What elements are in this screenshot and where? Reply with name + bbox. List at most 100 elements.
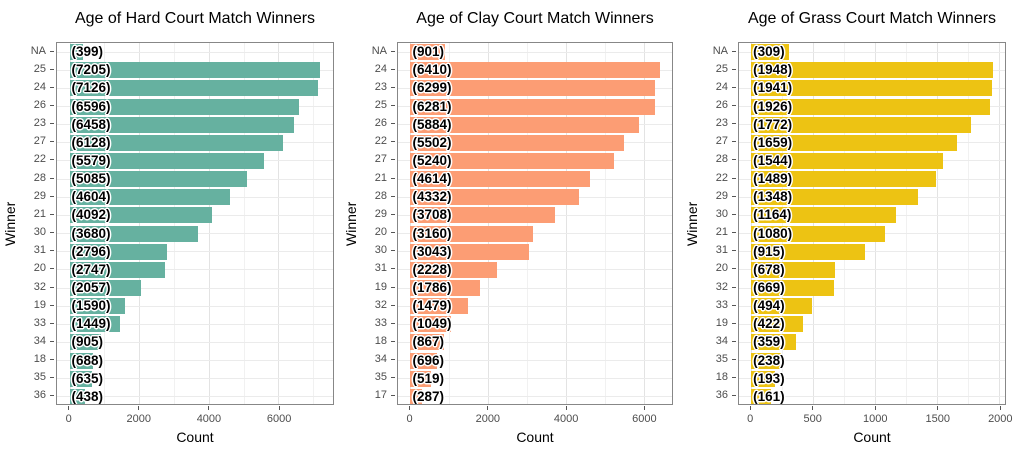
bar-count-label: (4092) xyxy=(71,207,111,223)
y-tick-label: NA xyxy=(712,44,728,57)
y-tick-mark xyxy=(732,123,736,125)
gridline-major xyxy=(813,43,815,404)
y-tick-label: 21 xyxy=(715,226,728,239)
y-tick-mark xyxy=(391,177,395,179)
y-tick-label: 22 xyxy=(33,153,46,166)
y-axis-title: Winner xyxy=(343,201,359,246)
y-tick-label: 27 xyxy=(374,153,387,166)
bar-age-29 xyxy=(410,207,555,224)
y-tick-label: 33 xyxy=(715,298,728,311)
bar-age-17 xyxy=(410,388,422,404)
x-axis-title: Count xyxy=(176,429,214,445)
gridline-row xyxy=(57,341,333,343)
gridline-row xyxy=(57,269,333,271)
bar-count-label: (867) xyxy=(412,334,444,350)
bar-age-20 xyxy=(751,261,836,278)
gridline-major xyxy=(208,43,210,404)
gridline-row xyxy=(398,269,672,271)
y-tick-mark xyxy=(732,322,736,324)
bar-age-18 xyxy=(751,370,776,387)
y-tick-mark xyxy=(732,395,736,397)
bar-count-label: (6281) xyxy=(412,98,452,114)
bar-age-26 xyxy=(410,116,640,133)
gridline-minor xyxy=(243,43,245,404)
bar-count-label: (678) xyxy=(753,261,785,277)
y-tick-mark xyxy=(391,195,395,197)
y-tick-mark xyxy=(732,141,736,143)
y-tick-mark xyxy=(391,105,395,107)
y-tick-mark xyxy=(391,232,395,234)
chart-title-grass: Age of Grass Court Match Winners xyxy=(747,10,997,27)
gridline-row xyxy=(398,323,672,325)
plot-area-clay: (901) (6410) (6299) (6281) (5884) (5502) (5240… xyxy=(397,42,673,405)
y-tick-mark xyxy=(732,304,736,306)
y-tick-mark xyxy=(732,250,736,252)
x-tick-mark xyxy=(812,406,814,410)
gridline-row xyxy=(739,51,1005,53)
gridline-row xyxy=(57,305,333,307)
bar-age-24 xyxy=(410,62,660,79)
bar-age-20 xyxy=(410,225,534,242)
plot-area-grass: (309) (1948) (1941) (1926) (1772) (1659) (1544… xyxy=(738,42,1006,405)
y-tick-mark xyxy=(50,141,54,143)
x-tick-label: 1500 xyxy=(925,413,951,425)
bar-age-36 xyxy=(751,388,772,404)
gridline-major xyxy=(937,43,939,404)
y-tick-label: 29 xyxy=(33,189,46,202)
y-tick-mark xyxy=(50,177,54,179)
gridline-minor xyxy=(313,43,315,404)
x-tick-label: 6000 xyxy=(632,413,657,425)
bar-age-32 xyxy=(751,280,835,297)
bar-count-label: (1544) xyxy=(753,152,793,168)
gridline-major xyxy=(410,43,412,404)
y-tick-mark xyxy=(391,68,395,70)
y-tick-mark xyxy=(732,50,736,52)
bar-count-label: (5085) xyxy=(71,171,111,187)
bar-count-label: (1489) xyxy=(753,171,793,187)
y-tick-label: 31 xyxy=(715,244,728,257)
x-tick-label: 2000 xyxy=(988,413,1013,425)
gridline-minor xyxy=(782,43,784,404)
bar-count-label: (7126) xyxy=(71,80,111,96)
gridline-row xyxy=(57,360,333,362)
bar-age-31 xyxy=(751,243,865,260)
y-axis-title: Winner xyxy=(2,201,18,246)
bar-count-label: (1941) xyxy=(753,80,793,96)
bar-age-36 xyxy=(69,388,85,404)
y-tick-mark xyxy=(50,195,54,197)
bar-count-label: (1479) xyxy=(412,298,452,314)
x-tick-mark xyxy=(68,406,70,410)
bar-count-label: (359) xyxy=(753,334,785,350)
gridline-major xyxy=(139,43,141,404)
y-tick-mark xyxy=(391,286,395,288)
bar-count-label: (5884) xyxy=(412,116,452,132)
bar-count-label: (6410) xyxy=(412,62,452,78)
y-tick-label: 32 xyxy=(715,280,728,293)
bar-count-label: (1590) xyxy=(71,298,111,314)
bar-count-label: (901) xyxy=(412,44,444,60)
y-tick-label: 26 xyxy=(715,99,728,112)
x-tick-mark xyxy=(999,406,1001,410)
bar-age-27 xyxy=(751,134,958,151)
y-tick-mark xyxy=(732,377,736,379)
y-tick-mark xyxy=(50,322,54,324)
y-tick-label: 30 xyxy=(33,226,46,239)
gridline-row xyxy=(739,396,1005,398)
x-tick-mark xyxy=(278,406,280,410)
bar-age-28 xyxy=(69,171,247,188)
y-tick-label: NA xyxy=(30,44,46,57)
y-tick-label: 35 xyxy=(33,371,46,384)
y-tick-label: 17 xyxy=(374,389,387,402)
bar-age-33 xyxy=(69,316,120,333)
y-tick-mark xyxy=(391,304,395,306)
y-tick-label: 23 xyxy=(374,80,387,93)
y-tick-mark xyxy=(732,195,736,197)
y-tick-mark xyxy=(732,268,736,270)
bar-count-label: (669) xyxy=(753,280,785,296)
y-tick-label: 21 xyxy=(374,171,387,184)
gridline-minor xyxy=(968,43,970,404)
y-tick-mark xyxy=(732,177,736,179)
y-tick-label: 30 xyxy=(715,207,728,220)
y-tick-mark xyxy=(391,213,395,215)
y-tick-mark xyxy=(732,86,736,88)
